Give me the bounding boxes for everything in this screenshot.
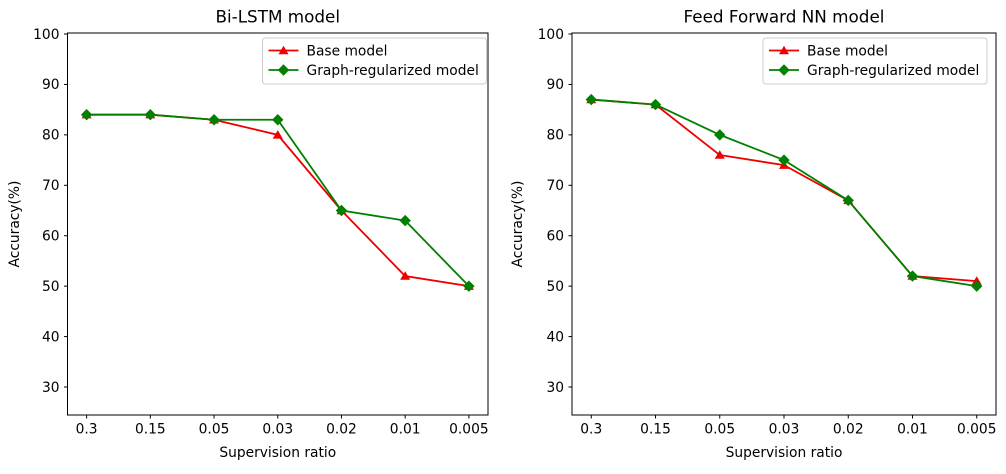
data-point-graph-regularized-model	[335, 204, 348, 217]
data-point-graph-regularized-model	[714, 129, 726, 141]
legend-label-graph-regularized-model: Graph-regularized model	[307, 63, 479, 79]
data-point-base-model	[400, 271, 411, 280]
legend-marker-graph-regularized-model	[778, 64, 790, 76]
y-tick-label: 60	[546, 229, 564, 245]
data-point-graph-regularized-model	[144, 108, 157, 121]
y-tick-label: 40	[42, 329, 60, 345]
y-tick-label: 60	[42, 229, 60, 245]
y-tick-label: 80	[546, 128, 564, 144]
x-axis-label: Supervision ratio	[726, 445, 843, 461]
data-point-graph-regularized-model	[208, 114, 220, 126]
panel-bilstm: 30 40 50 60 70 80 90 100 0.3 0.15 0.05 0.03 0.02 0.01…	[0, 0, 503, 470]
chart-bilstm: 30 40 50 60 70 80 90 100 0.3 0.15 0.05 0.03 0.02 0.01…	[7, 7, 489, 462]
y-axis-label: Accuracy(%)	[7, 181, 23, 268]
data-point-graph-regularized-model	[80, 108, 93, 121]
legend-label-graph-regularized-model: Graph-regularized model	[807, 63, 979, 79]
data-point-base-model	[272, 130, 283, 139]
data-point-graph-regularized-model	[842, 194, 854, 207]
x-tick-label: 0.01	[390, 422, 421, 438]
legend-marker-graph-regularized-model	[277, 64, 290, 76]
legend-marker-base-model	[779, 45, 789, 55]
x-tick-label: 0.05	[199, 422, 230, 438]
x-tick-label: 0.02	[326, 422, 357, 438]
y-tick-label: 40	[546, 329, 564, 345]
series-line-base-model	[86, 113, 470, 288]
x-tick-label: 0.03	[769, 422, 800, 438]
y-axis-label: Accuracy(%)	[510, 181, 526, 268]
series-line-graph-regularized-model	[86, 113, 470, 287]
data-point-base-model	[714, 150, 725, 159]
legend-label-base-model: Base model	[807, 43, 888, 59]
data-point-graph-regularized-model	[649, 98, 662, 111]
y-tick-label: 50	[42, 279, 60, 295]
data-point-graph-regularized-model	[585, 93, 597, 106]
legend-box	[262, 37, 487, 85]
y-tick-label: 50	[546, 279, 564, 295]
chart-title: Feed Forward NN model	[684, 7, 885, 27]
panel-ffnn: 30 40 50 60 70 80 90 100 0.3 0.15 0.05 0.03 0.02 0.01…	[503, 0, 1006, 470]
y-tick-label: 70	[42, 178, 60, 194]
x-tick-label: 0.15	[640, 422, 671, 438]
x-tick-label: 0.3	[76, 422, 98, 438]
y-tick-label: 30	[546, 380, 564, 396]
series-line-base-model	[591, 98, 977, 283]
y-tick-label: 70	[546, 178, 564, 194]
legend-box	[762, 37, 988, 85]
chart-ffnn: 30 40 50 60 70 80 90 100 0.3 0.15 0.05 0.03 0.02 0.01…	[510, 7, 997, 461]
plot-border	[571, 32, 997, 416]
x-tick-label: 0.01	[897, 422, 928, 438]
data-point-graph-regularized-model	[778, 154, 790, 166]
series-line-graph-regularized-model	[591, 98, 977, 288]
x-tick-label: 0.02	[833, 422, 864, 438]
y-tick-label: 30	[42, 380, 60, 396]
x-tick-label: 0.005	[957, 422, 997, 438]
x-axis-label: Supervision ratio	[219, 445, 336, 461]
x-tick-label: 0.3	[580, 422, 602, 438]
legend-label-base-model: Base model	[307, 43, 388, 59]
data-point-graph-regularized-model	[971, 280, 983, 292]
data-point-graph-regularized-model	[463, 280, 475, 292]
y-tick-label: 100	[33, 27, 59, 43]
y-tick-label: 80	[42, 128, 60, 144]
x-tick-label: 0.15	[135, 422, 166, 438]
data-point-graph-regularized-model	[906, 270, 919, 282]
x-tick-label: 0.05	[704, 422, 735, 438]
x-tick-label: 0.03	[262, 422, 293, 438]
plot-border	[67, 32, 489, 416]
legend-marker-base-model	[278, 45, 289, 55]
y-tick-label: 90	[546, 77, 564, 93]
chart-title: Bi-LSTM model	[215, 7, 340, 27]
data-point-graph-regularized-model	[399, 214, 411, 227]
x-tick-label: 0.005	[449, 422, 489, 438]
y-tick-label: 90	[42, 77, 60, 93]
y-tick-label: 100	[538, 27, 564, 43]
data-point-graph-regularized-model	[272, 114, 284, 126]
